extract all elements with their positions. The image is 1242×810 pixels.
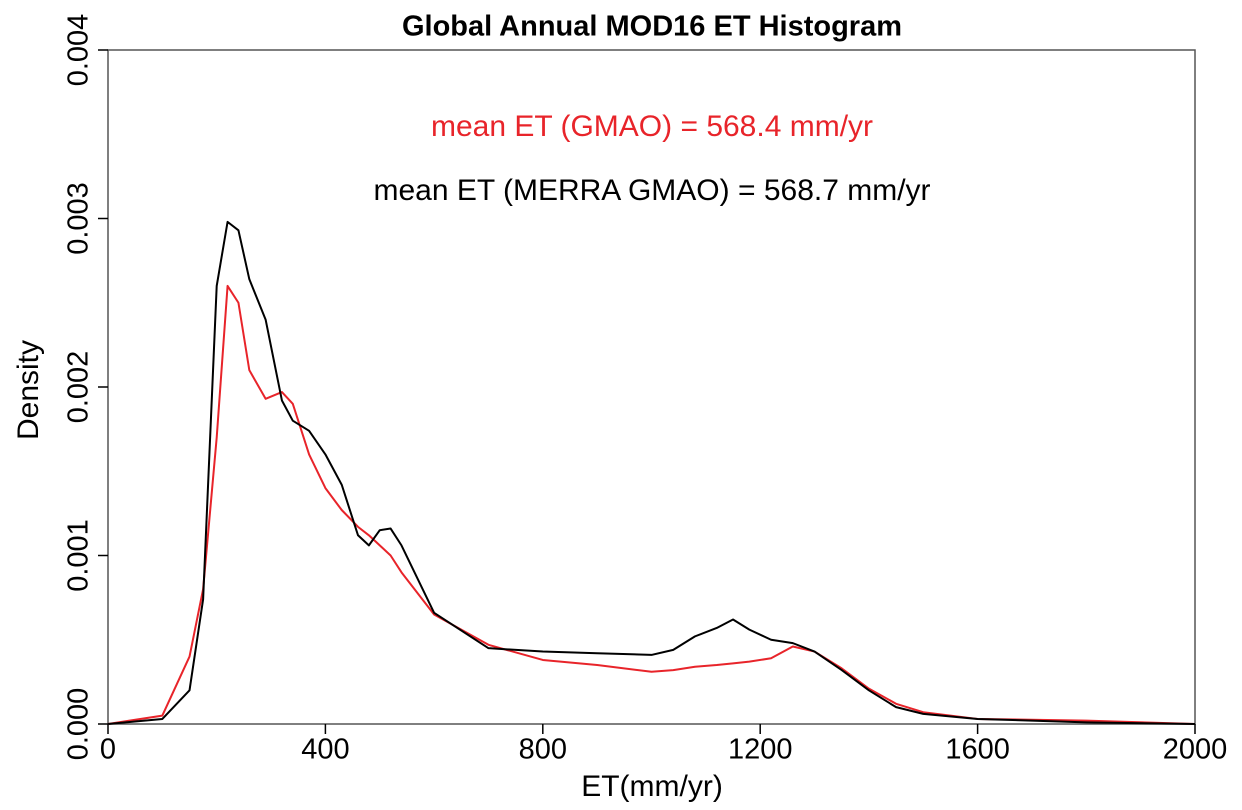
chart-title: Global Annual MOD16 ET Histogram: [402, 11, 902, 43]
x-tick-label: 800: [519, 734, 567, 766]
x-tick-label: 400: [301, 734, 349, 766]
x-tick-label: 0: [100, 734, 116, 766]
annotation: mean ET (GMAO) = 568.4 mm/yr: [431, 110, 873, 143]
x-tick-label: 2000: [1163, 734, 1228, 766]
x-tick-label: 1600: [945, 734, 1010, 766]
y-tick-label: 0.004: [63, 14, 95, 87]
annotation: mean ET (MERRA GMAO) = 568.7 mm/yr: [373, 174, 930, 207]
density-line: [107, 220, 1196, 725]
plot-frame: [107, 49, 1196, 725]
y-tick-label: 0.000: [63, 688, 95, 761]
x-axis-label: ET(mm/yr): [581, 770, 723, 803]
x-tick-label: 1200: [728, 734, 793, 766]
y-tick-label: 0.003: [63, 182, 95, 255]
y-axis-label: Density: [12, 340, 45, 440]
y-tick-label: 0.001: [63, 519, 95, 592]
y-tick-label: 0.002: [63, 351, 95, 424]
